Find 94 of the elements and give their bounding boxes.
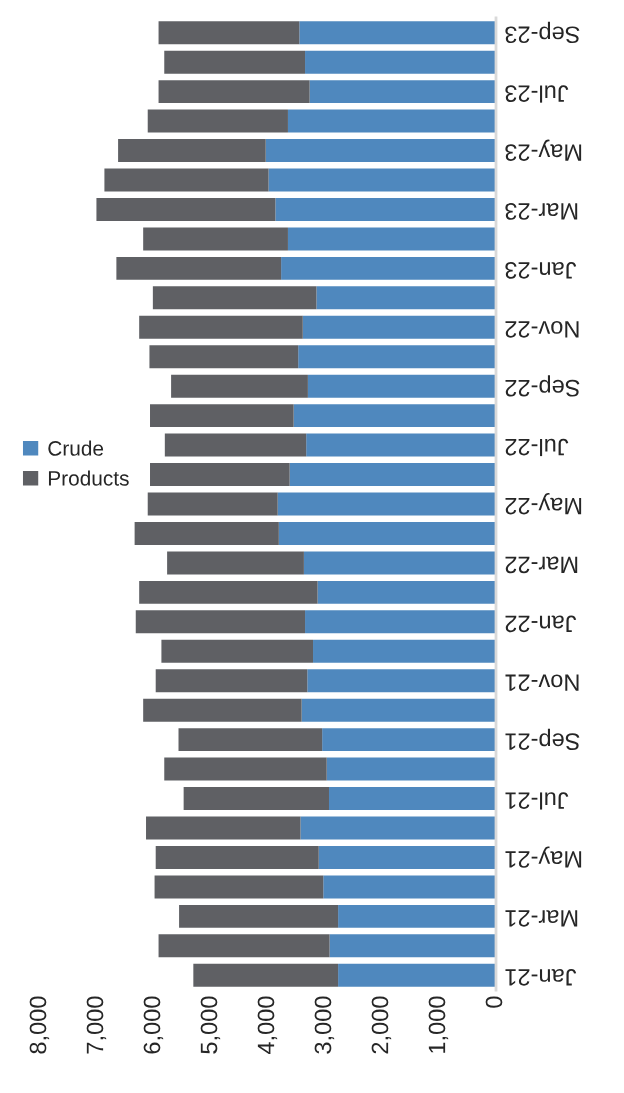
bar xyxy=(164,757,327,781)
bar xyxy=(307,374,496,398)
bar xyxy=(278,521,496,545)
y-tick-label: Sep-23 xyxy=(505,21,580,44)
bar xyxy=(164,433,307,457)
x-tick-label: 5,000 xyxy=(200,996,221,1054)
bar xyxy=(139,315,303,339)
bar xyxy=(155,669,308,693)
bar xyxy=(158,934,330,958)
y-tick-label: May-23 xyxy=(505,139,582,161)
bar xyxy=(293,404,496,428)
x-tick-label: 0 xyxy=(485,996,503,1008)
bar xyxy=(299,21,496,45)
bar xyxy=(147,492,278,516)
y-tick-label: Jul-22 xyxy=(505,438,569,457)
y-tick-label: May-21 xyxy=(505,846,582,868)
y-tick-label: Jan-22 xyxy=(505,615,577,633)
bar xyxy=(146,816,301,840)
bar xyxy=(275,197,496,221)
bar xyxy=(328,787,496,811)
bar xyxy=(179,904,339,928)
bar xyxy=(171,374,308,398)
bar xyxy=(147,109,288,133)
y-tick-label: Jul-23 xyxy=(505,85,569,103)
bar xyxy=(161,639,314,663)
bar xyxy=(265,139,496,163)
bar xyxy=(338,904,496,928)
bar xyxy=(317,580,496,604)
y-tick-label: Nov-21 xyxy=(505,674,579,692)
bar xyxy=(193,963,339,987)
bar xyxy=(329,934,496,958)
bar xyxy=(96,197,276,221)
y-tick-label: Sep-22 xyxy=(505,375,580,397)
bar xyxy=(277,492,496,516)
bar xyxy=(316,286,496,310)
bar xyxy=(158,80,310,104)
bar xyxy=(150,404,294,428)
bar xyxy=(300,816,496,840)
bar xyxy=(158,21,300,45)
bar xyxy=(301,698,496,722)
y-tick-label: Jan-23 xyxy=(505,262,577,279)
x-tick-label: 8,000 xyxy=(29,996,50,1054)
bar xyxy=(135,610,306,634)
legend-label: Crude xyxy=(48,440,104,456)
bar xyxy=(178,728,323,752)
bar xyxy=(149,345,299,369)
x-tick-label: 1,000 xyxy=(428,996,449,1053)
bar xyxy=(152,286,317,310)
bar xyxy=(104,168,269,192)
bar xyxy=(318,845,496,869)
y-tick-label: Sep-21 xyxy=(505,728,580,751)
y-tick-label: Mar-21 xyxy=(505,910,578,927)
bar xyxy=(154,875,324,899)
bar xyxy=(155,845,319,869)
bar xyxy=(322,728,496,752)
bar xyxy=(287,227,496,251)
bar xyxy=(118,139,266,163)
bar xyxy=(313,639,496,663)
bar xyxy=(281,256,496,280)
y-tick-label: Jul-21 xyxy=(505,792,569,810)
bar xyxy=(268,168,496,192)
bar xyxy=(307,669,496,693)
bar xyxy=(143,698,302,722)
bar xyxy=(323,875,496,899)
bar xyxy=(167,551,304,575)
bar xyxy=(306,433,496,457)
y-tick-label: Jan-21 xyxy=(505,968,577,986)
bar xyxy=(134,521,279,545)
x-tick-label: 7,000 xyxy=(86,996,107,1054)
y-tick-label: Mar-23 xyxy=(505,203,578,220)
bar xyxy=(150,463,290,487)
bar xyxy=(305,610,496,634)
y-tick-label: Nov-22 xyxy=(505,320,579,338)
bar xyxy=(338,963,496,987)
x-tick-label: 2,000 xyxy=(371,996,392,1054)
legend-label: Products xyxy=(48,470,129,486)
bar xyxy=(143,227,288,251)
bar xyxy=(298,345,496,369)
y-tick-label: May-22 xyxy=(505,493,582,515)
bar xyxy=(287,109,496,133)
bar xyxy=(326,757,496,781)
bar xyxy=(164,50,306,74)
bar xyxy=(139,580,318,604)
bar xyxy=(116,256,282,280)
bar xyxy=(302,315,496,339)
bar xyxy=(305,50,496,74)
bar xyxy=(303,551,496,575)
bar xyxy=(289,463,496,487)
x-tick-label: 4,000 xyxy=(257,996,278,1055)
bar xyxy=(183,787,329,811)
x-tick-label: 6,000 xyxy=(143,996,164,1054)
bar xyxy=(309,80,496,104)
y-tick-label: Mar-22 xyxy=(505,556,578,574)
x-tick-label: 3,000 xyxy=(314,996,335,1054)
